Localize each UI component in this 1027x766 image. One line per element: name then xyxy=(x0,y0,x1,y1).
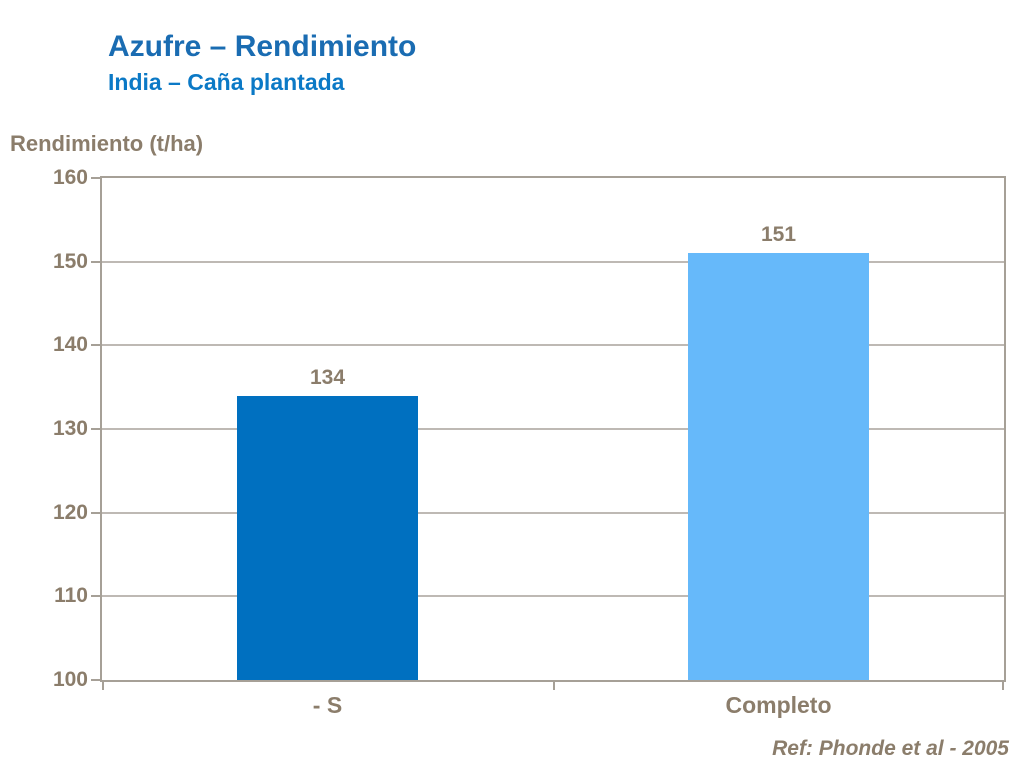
y-tick-label: 110 xyxy=(54,584,88,608)
x-category-label: - S xyxy=(312,692,343,718)
y-tick-label: 140 xyxy=(52,333,88,357)
gridline xyxy=(102,344,1004,347)
y-tick-label: 120 xyxy=(52,500,88,524)
y-tick-mark xyxy=(91,428,102,430)
y-tick-mark xyxy=(91,177,102,179)
x-tick-mark xyxy=(553,680,555,690)
bar--s: 134 xyxy=(237,366,418,680)
gridline xyxy=(102,428,1004,430)
y-tick-mark xyxy=(91,595,102,598)
y-axis-title: Rendimiento (t/ha) xyxy=(10,131,204,156)
bar-completo: 151 xyxy=(688,223,869,680)
gridline xyxy=(102,595,1004,598)
gridline xyxy=(102,511,1004,514)
x-category-label: Completo xyxy=(725,692,832,718)
bar-value-label: 151 xyxy=(760,223,797,247)
y-tick-mark xyxy=(91,260,102,263)
reference-text: Ref: Phonde et al - 2005 xyxy=(772,737,1009,760)
x-tick-mark xyxy=(102,680,104,690)
y-tick-label: 100 xyxy=(52,668,88,691)
bar-value-label: 134 xyxy=(309,365,346,389)
y-tick-mark xyxy=(91,344,102,347)
plot-area: 160 150 140 130 120 110 100 134 - S 151 Completo xyxy=(53,166,1006,718)
chart-header: Azufre – Rendimiento India – Caña planta… xyxy=(108,30,416,96)
gridline xyxy=(102,260,1004,263)
y-tick-label: 160 xyxy=(52,166,88,189)
x-tick-mark xyxy=(1002,680,1004,690)
y-tick-label: 150 xyxy=(52,249,88,273)
y-tick-label: 130 xyxy=(52,417,88,440)
y-tick-mark xyxy=(91,679,102,681)
y-tick-mark xyxy=(91,511,102,514)
chart-subtitle: India – Caña plantada xyxy=(108,68,345,95)
chart-title: Azufre – Rendimiento xyxy=(108,30,417,63)
